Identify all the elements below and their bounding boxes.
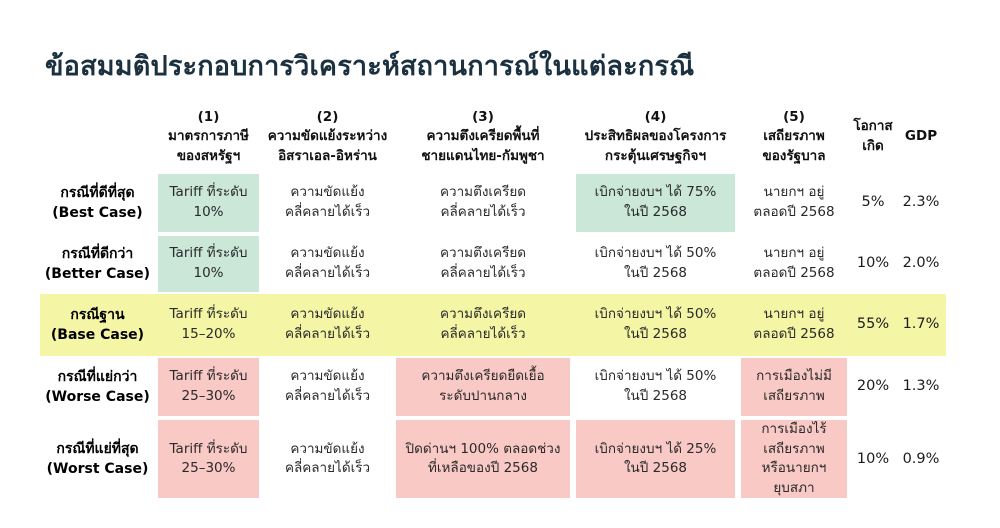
table-cell: การเมืองไม่มี เสถียรภาพ (738, 356, 850, 418)
header-cell-stimulus: (4) ประสิทธิผลของโครงการ กระตุ้นเศรษฐกิจ… (584, 108, 727, 164)
table-cell: ความตึงเครียด คลี่คลายได้เร็ว (439, 245, 527, 281)
page-title: ข้อสมมติประกอบการวิเคราะห์สถานการณ์ในแต่… (45, 51, 695, 82)
table-cell: การเมืองไร้ เสถียรภาพ หรือนายกฯ ยุบสภา (738, 418, 850, 500)
header-cell-probability: โอกาส เกิด (853, 118, 893, 154)
header-cell-us-tariff: (1) มาตรการภาษี ของสหรัฐฯ (168, 108, 249, 164)
table-cell: ความขัดแย้ง คลี่คลายได้เร็ว (284, 368, 371, 404)
gdp-cell: 2.0% (902, 255, 940, 272)
table-row-worse-case: กรณีที่แย่กว่า (Worse Case) Tariff ที่ระ… (40, 356, 946, 418)
assumptions-table: (1) มาตรการภาษี ของสหรัฐฯ (2) ความขัดแย้… (40, 102, 946, 500)
table-cell: เบิกจ่ายงบฯ ได้ 50% ในปี 2568 (594, 368, 717, 404)
row-label: กรณีฐาน (Base Case) (50, 306, 145, 343)
table-row-worst-case: กรณีที่แย่ที่สุด (Worst Case) Tariff ที่… (40, 418, 946, 500)
table-cell: นายกฯ อยู่ ตลอดปี 2568 (753, 245, 835, 281)
table-cell: ความขัดแย้ง คลี่คลายได้เร็ว (284, 440, 371, 477)
table-cell: ปิดด่านฯ 100% ตลอดช่วง ที่เหลือของปี 256… (393, 418, 573, 500)
header-cell-thai-cambodia: (3) ความตึงเครียดพื้นที่ ชายแดนไทย-กัมพู… (421, 108, 545, 164)
row-label: กรณีที่แย่ที่สุด (Worst Case) (46, 440, 149, 478)
gdp-cell: 0.9% (902, 450, 940, 467)
header-cell-gdp: GDP (904, 128, 938, 145)
row-label: กรณีที่แย่กว่า (Worse Case) (45, 368, 150, 405)
table-cell: ความตึงเครียด คลี่คลายได้เร็ว (439, 184, 527, 220)
table-cell: ความขัดแย้ง คลี่คลายได้เร็ว (284, 184, 371, 220)
table-cell: เบิกจ่ายงบฯ ได้ 50% ในปี 2568 (594, 245, 717, 281)
table-cell: Tariff ที่ระดับ 25–30% (155, 356, 262, 418)
gdp-cell: 1.7% (902, 316, 940, 333)
table-cell: นายกฯ อยู่ ตลอดปี 2568 (753, 184, 835, 220)
probability-cell: 20% (856, 378, 890, 395)
table-cell: เบิกจ่ายงบฯ ได้ 50% ในปี 2568 (594, 306, 717, 342)
table-row-better-case: กรณีที่ดีกว่า (Better Case) Tariff ที่ระ… (40, 234, 946, 294)
table-cell: Tariff ที่ระดับ 25–30% (155, 418, 262, 500)
table-row-base-case: กรณีฐาน (Base Case) Tariff ที่ระดับ 15–2… (40, 294, 946, 356)
header-cell-israel-iran: (2) ความขัดแย้งระหว่าง อิสราเอล-อิหร่าน (267, 108, 388, 164)
gdp-cell: 1.3% (902, 378, 940, 395)
table-cell: ความขัดแย้ง คลี่คลายได้เร็ว (284, 306, 371, 342)
probability-cell: 10% (856, 255, 890, 272)
table-cell: เบิกจ่ายงบฯ ได้ 75% ในปี 2568 (573, 172, 738, 234)
probability-cell: 10% (856, 450, 890, 467)
table-row-best-case: กรณีที่ดีที่สุด (Best Case) Tariff ที่ระ… (40, 172, 946, 234)
probability-cell: 5% (861, 194, 885, 211)
header-cell-case (40, 102, 155, 172)
row-label: กรณีที่ดีที่สุด (Best Case) (52, 184, 143, 221)
table-cell: Tariff ที่ระดับ 10% (155, 172, 262, 234)
table-cell: ความตึงเครียดยืดเยื้อ ระดับปานกลาง (393, 356, 573, 418)
probability-cell: 55% (856, 316, 890, 333)
gdp-cell: 2.3% (902, 194, 940, 211)
header-cell-gov-stability: (5) เสถียรภาพ ของรัฐบาล (762, 108, 826, 164)
table-cell: Tariff ที่ระดับ 15–20% (169, 306, 248, 342)
table-cell: นายกฯ อยู่ ตลอดปี 2568 (753, 306, 835, 342)
table-cell: Tariff ที่ระดับ 10% (155, 234, 262, 294)
row-label: กรณีที่ดีกว่า (Better Case) (44, 245, 151, 282)
table-cell: ความขัดแย้ง คลี่คลายได้เร็ว (284, 245, 371, 281)
table-cell: ความตึงเครียด คลี่คลายได้เร็ว (439, 306, 527, 342)
table-cell: เบิกจ่ายงบฯ ได้ 25% ในปี 2568 (573, 418, 738, 500)
table-header-row: (1) มาตรการภาษี ของสหรัฐฯ (2) ความขัดแย้… (40, 102, 946, 172)
